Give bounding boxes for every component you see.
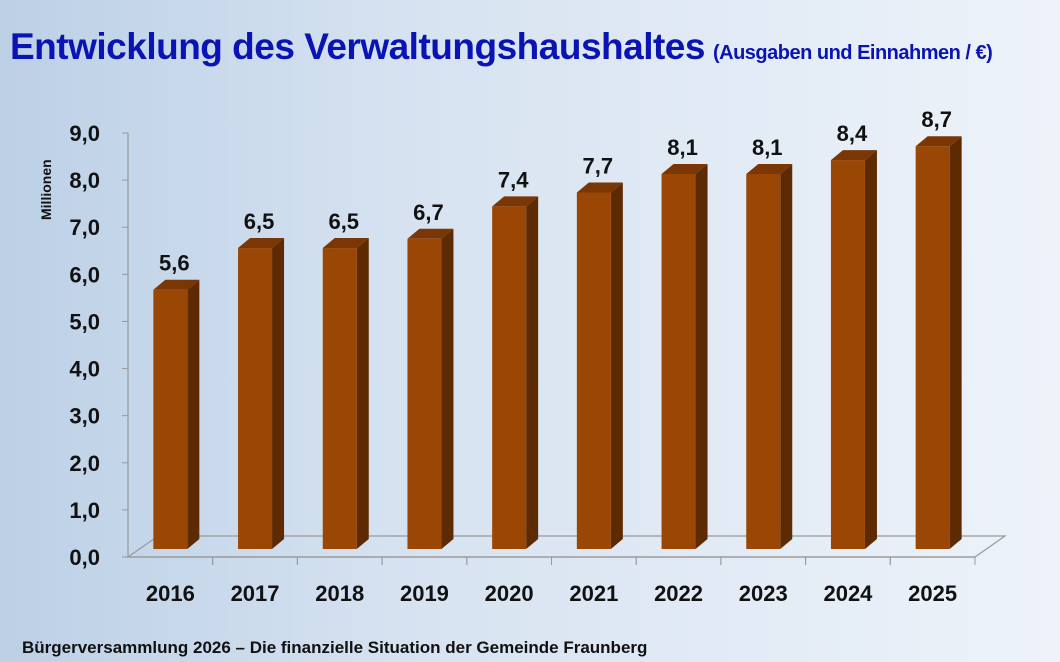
bar [407, 238, 442, 550]
bar [238, 248, 273, 550]
bar-top [830, 150, 877, 161]
bar-side [949, 136, 962, 549]
y-tick-label: 7,0 [69, 215, 100, 240]
data-label: 8,1 [667, 135, 698, 160]
x-tick-label: 2024 [823, 581, 873, 606]
bar-side [356, 238, 369, 550]
bar [661, 173, 696, 549]
bar-side [864, 150, 877, 549]
x-tick-label: 2021 [569, 581, 618, 606]
y-tick-label: 0,0 [69, 545, 100, 570]
x-tick-label: 2023 [739, 581, 788, 606]
data-label: 7,7 [583, 153, 614, 178]
data-label: 8,1 [752, 135, 783, 160]
y-tick-label: 9,0 [69, 121, 100, 146]
x-tick-label: 2020 [485, 581, 534, 606]
bar-top [576, 182, 623, 193]
y-tick-label: 3,0 [69, 404, 100, 429]
bar-top [492, 196, 539, 207]
bar-top [661, 163, 708, 174]
bar-top [915, 136, 962, 147]
title-text: Entwicklung des Verwaltungshaushaltes [10, 26, 705, 67]
bar-side [441, 228, 454, 550]
x-tick-label: 2022 [654, 581, 703, 606]
x-tick-label: 2016 [146, 581, 195, 606]
bar-side [780, 163, 793, 549]
data-label: 6,5 [244, 209, 275, 234]
data-label: 8,7 [921, 107, 952, 132]
bar-top [238, 238, 285, 249]
footer-text: Bürgerversammlung 2026 – Die finanzielle… [22, 638, 648, 657]
data-label: 7,4 [498, 167, 529, 192]
y-tick-label: 4,0 [69, 357, 100, 382]
data-label: 8,4 [837, 121, 868, 146]
bar-side [695, 163, 708, 549]
bar-side [272, 238, 285, 550]
x-tick-label: 2019 [400, 581, 449, 606]
bar-side [526, 196, 539, 549]
y-tick-label: 2,0 [69, 451, 100, 476]
y-tick-label: 5,0 [69, 309, 100, 334]
x-tick-label: 2018 [315, 581, 364, 606]
bar-top [153, 279, 200, 290]
bar [153, 289, 188, 549]
bar [322, 248, 357, 550]
data-label: 6,5 [328, 209, 359, 234]
data-label: 6,7 [413, 200, 444, 225]
bar [915, 146, 950, 549]
data-label: 5,6 [159, 251, 190, 276]
bar [492, 206, 527, 549]
bar-side [187, 279, 200, 549]
bar [746, 173, 781, 549]
chart-title: Entwicklung des Verwaltungshaushaltes (Au… [10, 26, 993, 68]
x-tick-label: 2017 [231, 581, 280, 606]
bar [830, 160, 865, 549]
chart-subtitle: (Ausgaben und Einnahmen / €) [712, 42, 993, 64]
x-tick-label: 2025 [908, 581, 957, 606]
y-tick-label: 1,0 [69, 498, 100, 523]
bar-top [407, 228, 454, 239]
bar-top [322, 238, 369, 249]
bar-side [610, 182, 623, 550]
bar [576, 192, 611, 550]
y-tick-label: 8,0 [69, 168, 100, 193]
bar-top [746, 163, 793, 174]
y-tick-label: 6,0 [69, 262, 100, 287]
